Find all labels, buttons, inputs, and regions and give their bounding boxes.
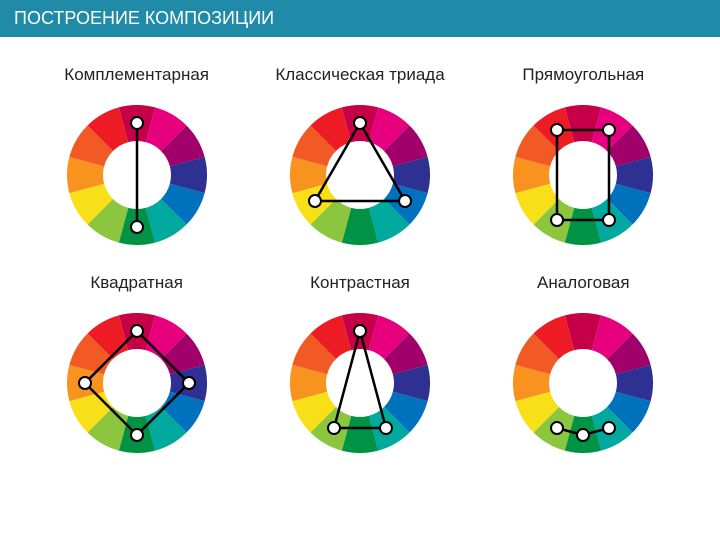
scheme-marker xyxy=(551,422,563,434)
scheme-marker xyxy=(131,429,143,441)
scheme-marker xyxy=(131,117,143,129)
scheme-cell: Прямоугольная xyxy=(477,65,690,255)
color-wheel xyxy=(503,95,663,255)
scheme-marker xyxy=(328,422,340,434)
scheme-marker xyxy=(603,214,615,226)
color-wheel xyxy=(280,95,440,255)
scheme-cell: Квадратная xyxy=(30,273,243,463)
color-wheel xyxy=(57,95,217,255)
scheme-marker xyxy=(399,195,411,207)
scheme-marker xyxy=(309,195,321,207)
scheme-marker xyxy=(577,429,589,441)
scheme-marker xyxy=(354,117,366,129)
scheme-label: Комплементарная xyxy=(64,65,209,85)
scheme-marker xyxy=(380,422,392,434)
scheme-marker xyxy=(354,325,366,337)
scheme-cell: Классическая триада xyxy=(253,65,466,255)
scheme-marker xyxy=(79,377,91,389)
scheme-cell: Аналоговая xyxy=(477,273,690,463)
header-title: ПОСТРОЕНИЕ КОМПОЗИЦИИ xyxy=(14,8,274,28)
header-bar: ПОСТРОЕНИЕ КОМПОЗИЦИИ xyxy=(0,0,720,37)
scheme-marker xyxy=(551,214,563,226)
scheme-marker xyxy=(183,377,195,389)
scheme-cell: Комплементарная xyxy=(30,65,243,255)
scheme-marker xyxy=(131,221,143,233)
scheme-label: Контрастная xyxy=(310,273,410,293)
scheme-marker xyxy=(551,124,563,136)
scheme-cell: Контрастная xyxy=(253,273,466,463)
scheme-marker xyxy=(131,325,143,337)
scheme-label: Классическая триада xyxy=(275,65,444,85)
color-wheel xyxy=(503,303,663,463)
color-wheel xyxy=(280,303,440,463)
scheme-marker xyxy=(603,422,615,434)
scheme-marker xyxy=(603,124,615,136)
scheme-label: Прямоугольная xyxy=(522,65,644,85)
scheme-label: Квадратная xyxy=(90,273,183,293)
scheme-grid: Комплементарная Классическая триада Прямоу… xyxy=(0,37,720,483)
scheme-label: Аналоговая xyxy=(537,273,630,293)
color-wheel xyxy=(57,303,217,463)
